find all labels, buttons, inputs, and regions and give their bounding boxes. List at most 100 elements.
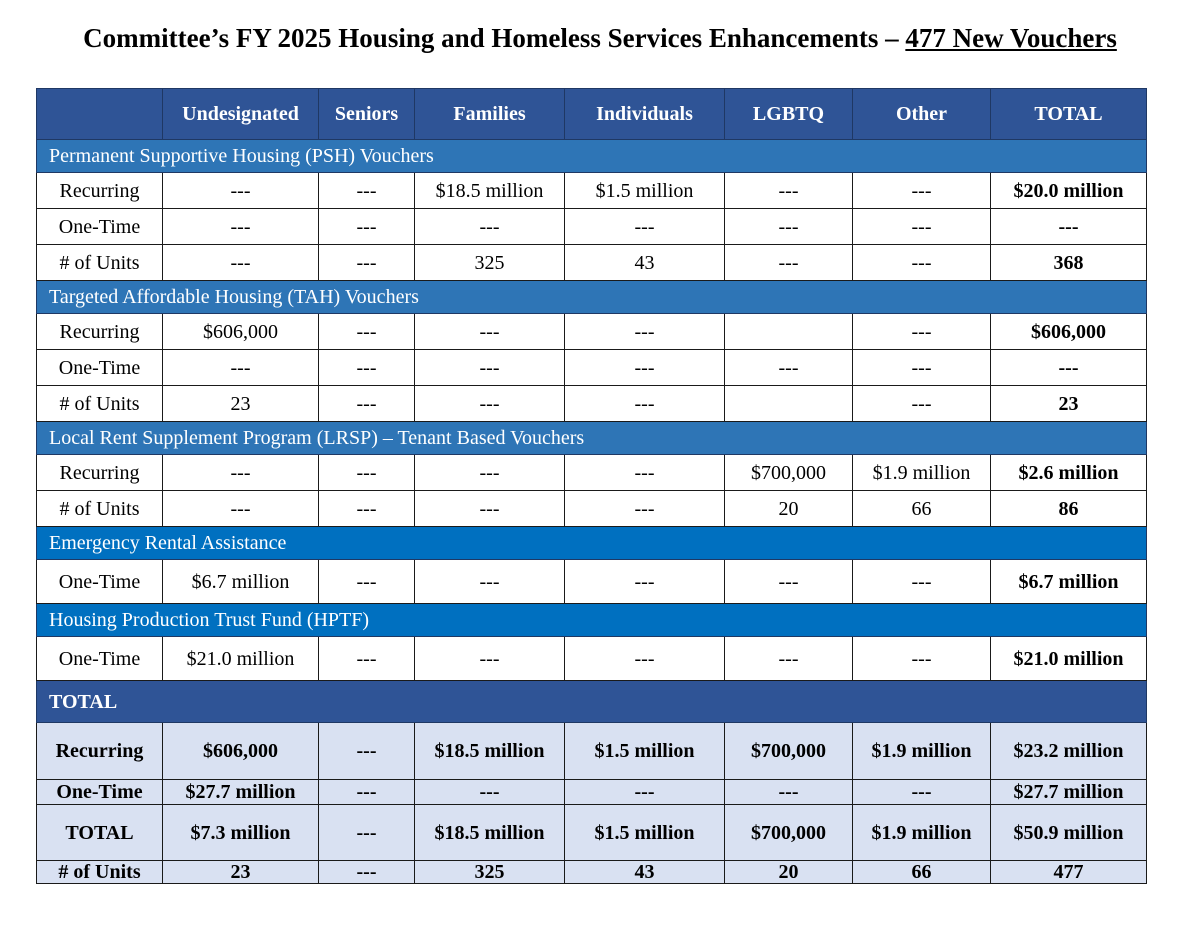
table-cell: --- (414, 208, 565, 245)
table-cell: --- (318, 208, 415, 245)
table-cell: --- (564, 349, 725, 386)
summary-cell: 477 (990, 860, 1147, 884)
page-title: Committee’s FY 2025 Housing and Homeless… (0, 18, 1200, 58)
row-total-cell: $2.6 million (990, 454, 1147, 491)
table-cell: $18.5 million (414, 172, 565, 209)
table-row: One-Time --- --- --- --- --- --- --- (36, 349, 1147, 386)
total-section-title: TOTAL (36, 680, 1147, 723)
row-total-cell: 23 (990, 385, 1147, 422)
row-total-cell: 86 (990, 490, 1147, 527)
table-cell: --- (564, 313, 725, 350)
table-cell: --- (852, 559, 991, 604)
table-cell: --- (162, 244, 319, 281)
table-cell: --- (852, 244, 991, 281)
row-label: One-Time (36, 208, 163, 245)
summary-cell: $7.3 million (162, 804, 319, 861)
table-cell: --- (852, 385, 991, 422)
table-cell: 43 (564, 244, 725, 281)
header-cell-individuals: Individuals (564, 88, 725, 140)
summary-cell: --- (852, 779, 991, 805)
summary-cell: 20 (724, 860, 853, 884)
summary-cell: 43 (564, 860, 725, 884)
summary-cell: --- (318, 860, 415, 884)
summary-label: TOTAL (36, 804, 163, 861)
row-total-cell: $606,000 (990, 313, 1147, 350)
section-header-row: Targeted Affordable Housing (TAH) Vouche… (36, 280, 1147, 314)
table-cell: --- (414, 454, 565, 491)
header-cell-seniors: Seniors (318, 88, 415, 140)
title-emphasis: 477 New Vouchers (905, 23, 1117, 53)
summary-row: TOTAL $7.3 million --- $18.5 million $1.5 mi… (36, 804, 1147, 861)
row-total-cell: --- (990, 208, 1147, 245)
section-title: Targeted Affordable Housing (TAH) Vouche… (36, 280, 1147, 314)
summary-cell: --- (318, 804, 415, 861)
table-cell: 23 (162, 385, 319, 422)
table-cell: $700,000 (724, 454, 853, 491)
row-label: # of Units (36, 244, 163, 281)
section-header-row: Permanent Supportive Housing (PSH) Vouch… (36, 139, 1147, 173)
summary-label: One-Time (36, 779, 163, 805)
summary-cell: --- (414, 779, 565, 805)
table-row: Recurring --- --- $18.5 million $1.5 million… (36, 172, 1147, 209)
header-cell-undesignated: Undesignated (162, 88, 319, 140)
row-total-cell: $21.0 million (990, 636, 1147, 681)
row-label: # of Units (36, 490, 163, 527)
table-cell: --- (414, 490, 565, 527)
table-cell: --- (162, 208, 319, 245)
table-cell: $606,000 (162, 313, 319, 350)
table-cell: --- (724, 172, 853, 209)
table-cell: --- (318, 636, 415, 681)
table-cell: --- (564, 559, 725, 604)
table-row: # of Units 23 --- --- --- --- 23 (36, 385, 1147, 422)
row-label: # of Units (36, 385, 163, 422)
table-cell: --- (318, 490, 415, 527)
table-cell: --- (724, 636, 853, 681)
row-label: One-Time (36, 559, 163, 604)
summary-cell: --- (318, 779, 415, 805)
table-cell: $1.9 million (852, 454, 991, 491)
table-cell: --- (724, 244, 853, 281)
table-cell (724, 313, 853, 350)
header-cell-total: TOTAL (990, 88, 1147, 140)
table-row: One-Time $21.0 million --- --- --- --- --- $21.… (36, 636, 1147, 681)
table-row: # of Units --- --- 325 43 --- --- 368 (36, 244, 1147, 281)
row-label: Recurring (36, 172, 163, 209)
table-cell: --- (318, 454, 415, 491)
summary-cell: $700,000 (724, 722, 853, 780)
table-cell: --- (724, 559, 853, 604)
table-cell (724, 385, 853, 422)
table-cell: --- (414, 636, 565, 681)
table-cell: $6.7 million (162, 559, 319, 604)
row-total-cell: $20.0 million (990, 172, 1147, 209)
summary-cell: $27.7 million (162, 779, 319, 805)
header-cell-families: Families (414, 88, 565, 140)
vouchers-table: Undesignated Seniors Families Individual… (36, 88, 1147, 884)
summary-cell: $50.9 million (990, 804, 1147, 861)
summary-cell: 66 (852, 860, 991, 884)
summary-cell: 325 (414, 860, 565, 884)
title-prefix: Committee’s FY 2025 Housing and Homeless… (83, 23, 906, 53)
row-label: Recurring (36, 454, 163, 491)
table-cell: --- (724, 349, 853, 386)
summary-cell: $1.5 million (564, 804, 725, 861)
table-cell: --- (852, 636, 991, 681)
summary-cell: $1.5 million (564, 722, 725, 780)
summary-cell: $18.5 million (414, 722, 565, 780)
table-row: Recurring $606,000 --- --- --- --- $606,000 (36, 313, 1147, 350)
table-cell: --- (564, 454, 725, 491)
header-cell-blank (36, 88, 163, 140)
summary-label: Recurring (36, 722, 163, 780)
table-cell: --- (852, 349, 991, 386)
table-cell: --- (318, 559, 415, 604)
summary-cell: $606,000 (162, 722, 319, 780)
table-cell: 325 (414, 244, 565, 281)
table-cell: --- (414, 559, 565, 604)
table-row: # of Units --- --- --- --- 20 66 86 (36, 490, 1147, 527)
table-cell: --- (318, 385, 415, 422)
summary-cell: $27.7 million (990, 779, 1147, 805)
table-cell: --- (564, 385, 725, 422)
table-cell: --- (852, 313, 991, 350)
section-header-row: Housing Production Trust Fund (HPTF) (36, 603, 1147, 637)
summary-cell: $1.9 million (852, 804, 991, 861)
section-header-row: Local Rent Supplement Program (LRSP) – T… (36, 421, 1147, 455)
